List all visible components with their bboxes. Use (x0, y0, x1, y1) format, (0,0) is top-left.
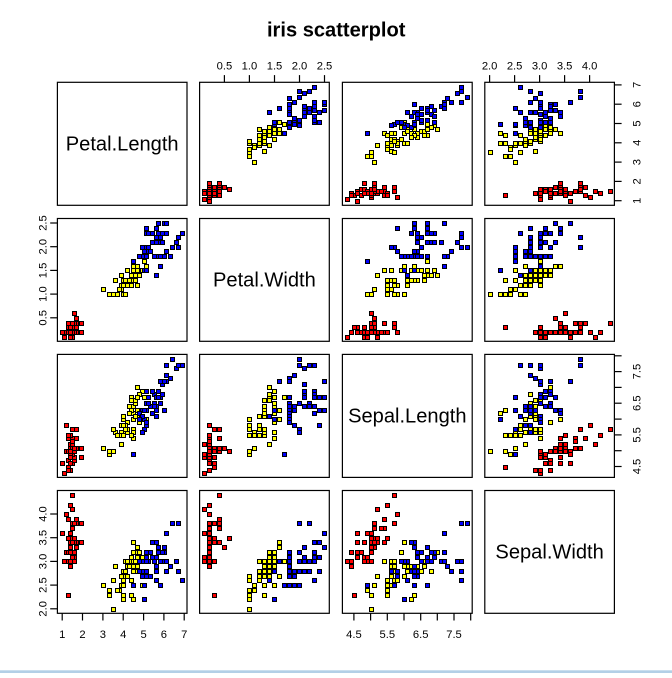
svg-text:7: 7 (631, 82, 643, 88)
svg-text:5: 5 (631, 120, 643, 126)
svg-text:5.5: 5.5 (380, 629, 396, 641)
svg-text:3.0: 3.0 (38, 554, 50, 570)
svg-text:3: 3 (100, 629, 106, 641)
svg-text:3.5: 3.5 (38, 530, 50, 546)
svg-text:2.0: 2.0 (482, 61, 498, 73)
svg-text:4.0: 4.0 (582, 61, 598, 73)
svg-text:1.5: 1.5 (38, 263, 50, 279)
svg-text:Sepal.Length: Sepal.Length (348, 405, 466, 427)
svg-text:1: 1 (59, 629, 65, 641)
svg-text:1.0: 1.0 (38, 286, 50, 302)
svg-text:6: 6 (631, 101, 643, 107)
svg-text:6.5: 6.5 (631, 395, 643, 411)
svg-text:5: 5 (140, 629, 146, 641)
svg-text:1.0: 1.0 (242, 61, 258, 73)
svg-text:4.5: 4.5 (631, 459, 643, 475)
svg-text:7.5: 7.5 (446, 629, 462, 641)
svg-text:6.5: 6.5 (413, 629, 429, 641)
svg-text:1.5: 1.5 (267, 61, 283, 73)
svg-text:0.5: 0.5 (38, 310, 50, 326)
svg-text:4: 4 (120, 629, 126, 641)
svg-text:2: 2 (79, 629, 85, 641)
svg-text:2: 2 (631, 178, 643, 184)
svg-text:1: 1 (631, 198, 643, 204)
svg-text:Sepal.Width: Sepal.Width (495, 541, 603, 563)
svg-text:2.5: 2.5 (317, 61, 333, 73)
svg-text:4.0: 4.0 (38, 506, 50, 522)
svg-text:3.5: 3.5 (557, 61, 573, 73)
svg-text:Petal.Length: Petal.Length (66, 133, 179, 155)
svg-text:3.0: 3.0 (532, 61, 548, 73)
svg-text:2.5: 2.5 (38, 215, 50, 231)
svg-text:2.5: 2.5 (507, 61, 523, 73)
svg-text:4: 4 (631, 140, 643, 146)
svg-text:Petal.Width: Petal.Width (213, 269, 316, 291)
svg-text:4.5: 4.5 (346, 629, 362, 641)
svg-text:7.5: 7.5 (631, 364, 643, 380)
svg-text:6: 6 (161, 629, 167, 641)
svg-text:2.0: 2.0 (38, 601, 50, 617)
svg-text:0.5: 0.5 (217, 61, 233, 73)
svg-text:2.0: 2.0 (292, 61, 308, 73)
svg-text:2.0: 2.0 (38, 239, 50, 255)
svg-text:2.5: 2.5 (38, 577, 50, 593)
svg-text:3: 3 (631, 159, 643, 165)
svg-text:iris scatterplot: iris scatterplot (267, 19, 406, 41)
svg-text:7: 7 (181, 629, 187, 641)
svg-text:5.5: 5.5 (631, 427, 643, 443)
